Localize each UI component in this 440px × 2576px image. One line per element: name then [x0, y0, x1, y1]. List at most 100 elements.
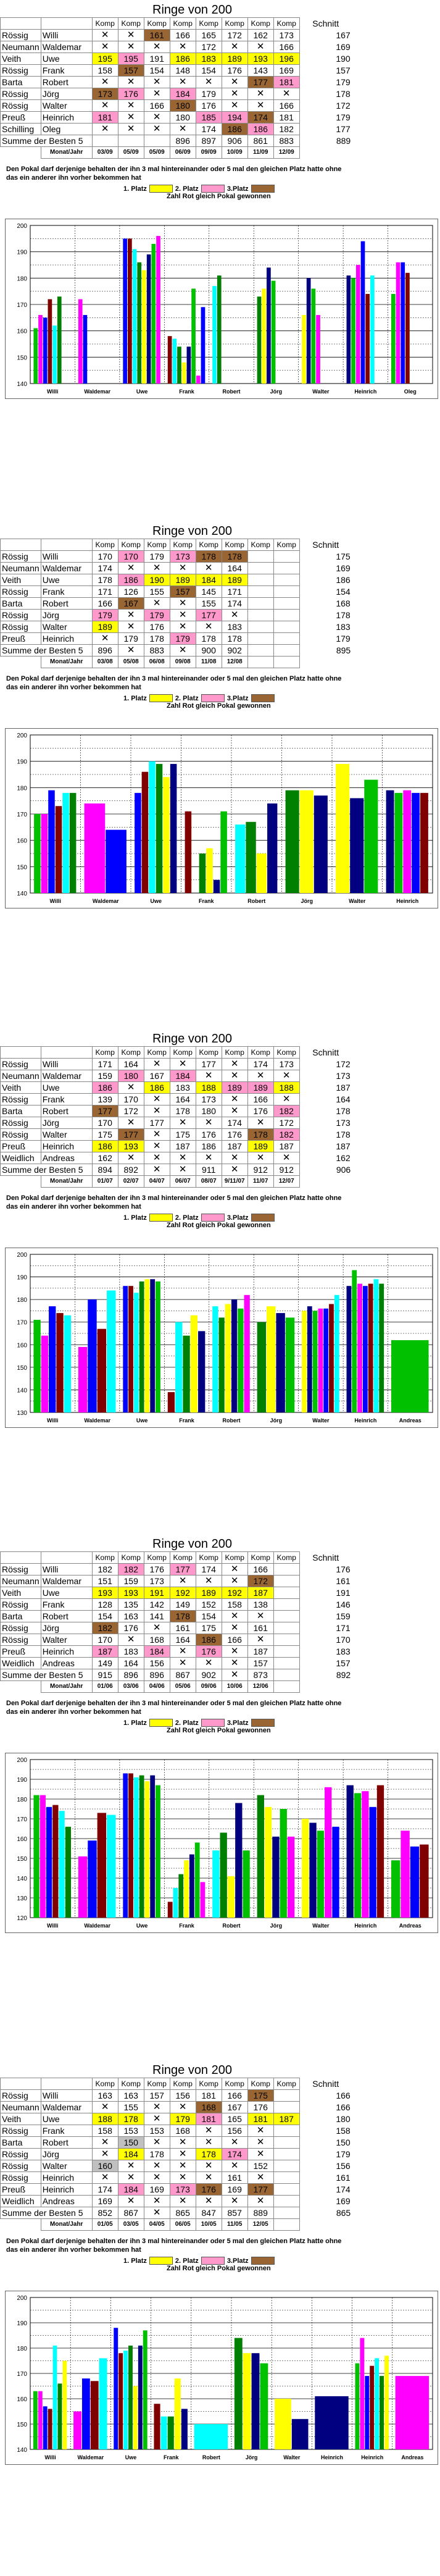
score-cell: 179 [169, 2113, 196, 2125]
score-cell: 163 [117, 2089, 144, 2102]
bar [83, 315, 88, 384]
score-cell: 867 [117, 2207, 144, 2219]
score-cell: 175 [169, 1128, 196, 1141]
bar [73, 2411, 81, 2449]
score-cell: 174 [195, 1563, 222, 1575]
score-cell: 178 [247, 1128, 274, 1141]
bar [56, 1313, 64, 1412]
first-name: Andreas [40, 1657, 93, 1669]
average-value: 179 [336, 634, 351, 644]
bar [364, 779, 378, 893]
score-cell: 177 [91, 1105, 118, 1117]
score-cell: 189 [221, 574, 248, 586]
score-cell [273, 644, 300, 657]
score-cell: 164 [117, 1058, 144, 1070]
bar [306, 278, 311, 384]
score-cell: ✕ [143, 2171, 170, 2184]
chart-svg: 140 150 160 170 180 190 200 Willi Waldemar Uwe Fra… [17, 2295, 433, 2461]
score-cell: 178 [195, 2148, 222, 2160]
date-cell: 11/09 [247, 146, 274, 159]
score-cell: 172 [273, 1117, 300, 1129]
bar [352, 1270, 357, 1412]
score-cell: 175 [247, 2089, 274, 2102]
score-cell: 174 [91, 562, 118, 574]
bar [184, 1860, 189, 1918]
date-cell: 06/08 [143, 656, 170, 668]
bar [185, 811, 192, 893]
average-value: 150 [336, 2138, 351, 2147]
score-cell: 178 [117, 2113, 144, 2125]
x-tick-label: Frank [179, 1923, 195, 1929]
legend-swatch [201, 694, 225, 702]
score-cell: ✕ [221, 2136, 248, 2149]
score-cell: 192 [169, 1587, 196, 1599]
bar [128, 2345, 133, 2449]
date-cell: 01/05 [91, 2218, 118, 2231]
average-value: 173 [336, 1071, 351, 1081]
average-value: 170 [336, 1635, 351, 1645]
bar [370, 275, 375, 384]
bar [144, 1279, 150, 1412]
legend: 1. Platz 2. Platz 3.Platz [123, 1214, 440, 1222]
last-name: Veith [0, 2113, 41, 2125]
score-cell: ✕ [195, 2125, 222, 2137]
last-name: Barta [0, 2136, 41, 2149]
score-cell: ✕ [221, 99, 248, 112]
y-tick-label: 140 [17, 2447, 27, 2454]
legend: 1. Platz 2. Platz 3.Platz [123, 694, 440, 702]
bar [167, 1392, 175, 1412]
section-title: Ringe von 200 [152, 3, 232, 17]
bar [271, 280, 276, 384]
bar [156, 1785, 160, 1918]
x-tick-label: Walter [283, 2454, 301, 2461]
score-cell: 189 [221, 1081, 248, 1094]
score-cell: 181 [247, 2113, 274, 2125]
score-cell: 191 [143, 52, 170, 65]
legend-swatch [251, 185, 275, 193]
average-value: 158 [336, 2126, 351, 2136]
date-row: Monat/Jahr 01/07 02/07 04/07 06/07 08/07 9/11/… [1, 1175, 356, 1188]
date-cell: 03/09 [91, 146, 118, 159]
score-cell: 186 [247, 123, 274, 135]
score-cell [273, 2207, 300, 2219]
y-tick-label: 140 [17, 1387, 27, 1394]
legend-label: 2. Platz [175, 1214, 199, 1222]
average-value: 187 [336, 1141, 351, 1151]
score-cell [273, 1610, 300, 1622]
score-cell: 182 [273, 123, 300, 135]
bar [256, 854, 267, 893]
average-value: 865 [336, 2208, 351, 2218]
x-tick-label: Heinrich [396, 898, 418, 904]
score-cell: 157 [143, 2089, 170, 2102]
bar [52, 2345, 57, 2449]
bar [57, 296, 62, 384]
first-name: Frank [40, 1093, 93, 1105]
legend-label: 1. Platz [123, 185, 147, 193]
score-cell: 861 [247, 135, 274, 147]
score-cell: 852 [91, 2207, 118, 2219]
score-cell: ✕ [143, 123, 170, 135]
legend-note: Zahl Rot gleich Pokal gewonnen [167, 193, 271, 200]
first-name: Walter [40, 621, 93, 633]
average-value: 180 [336, 2114, 351, 2124]
bar [317, 1831, 325, 1918]
average-value: 154 [336, 587, 351, 597]
score-cell: ✕ [143, 1164, 170, 1176]
bar [315, 2396, 349, 2449]
komp-header: Komp [221, 2078, 248, 2090]
score-cell: 158 [91, 64, 118, 77]
results-table: Komp Komp Komp Komp Komp Komp Komp Komp Schnitt R… [0, 17, 356, 159]
score-cell: 164 [169, 1634, 196, 1646]
komp-header: Komp [143, 1551, 170, 1564]
score-cell: 164 [221, 562, 248, 574]
shooter-row: Rössig Frank 128 135 142 149 152 158 138 146 [0, 1598, 356, 1611]
bar [33, 1320, 41, 1412]
score-cell: 172 [195, 41, 222, 53]
score-cell [273, 2160, 300, 2172]
shooter-row: Rössig Willi 182 182 176 177 174 ✕ 166 176 [0, 1563, 356, 1575]
score-cell: 176 [143, 1563, 170, 1575]
score-cell: ✕ [143, 2136, 170, 2149]
bar [123, 1773, 128, 1918]
sum-row: Summe der Besten 5 915 896 896 867 902 ✕ 873 892 [0, 1669, 356, 1681]
score-cell: 168 [143, 1634, 170, 1646]
